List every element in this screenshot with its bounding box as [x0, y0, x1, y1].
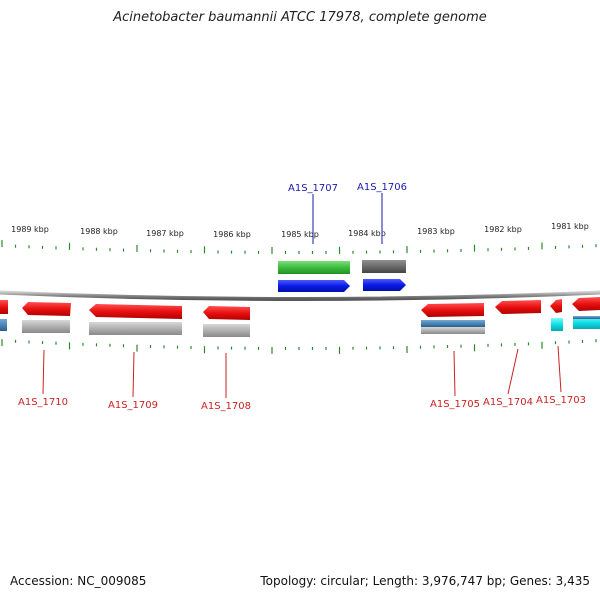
gene-labels: A1S_1707 A1S_1706 A1S_1710 A1S_1709 A1S_1708…: [18, 182, 586, 412]
scale-label: 1981 kbp: [551, 222, 589, 231]
leader-line: [132, 351, 135, 398]
gene-right-edge-cds-blue[interactable]: [573, 316, 600, 319]
genome-summary-text: Topology: circular; Length: 3,976,747 bp…: [260, 574, 590, 588]
gene-left-edge-cds[interactable]: [0, 319, 7, 331]
scale-label: 1984 kbp: [348, 229, 386, 238]
gene-a1s-1710-arrow[interactable]: [22, 302, 71, 316]
gene-a1s-1708-cds[interactable]: [203, 324, 250, 337]
gene-a1s-1705-arrow[interactable]: [421, 303, 484, 317]
gene-label[interactable]: A1S_1704: [483, 397, 533, 408]
leader-line: [42, 349, 45, 395]
gene-label[interactable]: A1S_1706: [357, 182, 407, 193]
gene-a1s-1707-arrow[interactable]: [278, 280, 350, 292]
scale-label: 1986 kbp: [213, 230, 251, 239]
scale-label: 1989 kbp: [11, 225, 49, 234]
gene-a1s-1704-arrow[interactable]: [495, 300, 541, 314]
scale-label: 1982 kbp: [484, 225, 522, 234]
scale-labels: 1989 kbp 1988 kbp 1987 kbp 1986 kbp 1985 kbp…: [11, 222, 589, 239]
leader-line: [453, 350, 456, 397]
gene-a1s-1707-cds[interactable]: [278, 261, 350, 274]
gene-a1s-1709-arrow[interactable]: [89, 304, 182, 319]
reverse-strand-features: [0, 297, 600, 337]
scale-label: 1985 kbp: [281, 230, 319, 239]
gene-a1s-1709-cds[interactable]: [89, 322, 182, 335]
scale-label: 1988 kbp: [80, 227, 118, 236]
scale-ticks: [1, 240, 597, 354]
accession-text: Accession: NC_009085: [10, 574, 147, 588]
gene-a1s-1703-arrow[interactable]: [550, 299, 562, 313]
gene-leader-lines: [42, 193, 562, 398]
gene-label[interactable]: A1S_1709: [108, 400, 158, 411]
gene-right-edge-cds[interactable]: [573, 316, 600, 329]
scale-label: 1983 kbp: [417, 227, 455, 236]
scale-label: 1987 kbp: [146, 229, 184, 238]
gene-right-edge-arrow[interactable]: [572, 297, 600, 311]
gene-left-edge-arrow[interactable]: [0, 300, 8, 314]
forward-strand-features: [278, 260, 406, 292]
gene-a1s-1710-cds[interactable]: [22, 320, 70, 333]
gene-a1s-1705-cds-blue[interactable]: [421, 320, 485, 327]
gene-label[interactable]: A1S_1708: [201, 401, 251, 412]
map-title: Acinetobacter baumannii ATCC 17978, comp…: [113, 10, 487, 25]
gene-label[interactable]: A1S_1707: [288, 183, 338, 194]
gene-a1s-1703-cds[interactable]: [551, 318, 563, 331]
gene-label[interactable]: A1S_1710: [18, 397, 68, 408]
gene-a1s-1706-cds[interactable]: [362, 260, 406, 273]
gene-a1s-1708-arrow[interactable]: [203, 306, 250, 320]
genome-backbone: [0, 290, 600, 301]
gene-a1s-1706-arrow[interactable]: [363, 279, 406, 291]
leader-line: [557, 345, 562, 393]
gene-label[interactable]: A1S_1703: [536, 395, 586, 406]
gene-a1s-1705-cds-gray[interactable]: [421, 327, 485, 334]
leader-line: [507, 348, 519, 395]
gene-label[interactable]: A1S_1705: [430, 399, 480, 410]
